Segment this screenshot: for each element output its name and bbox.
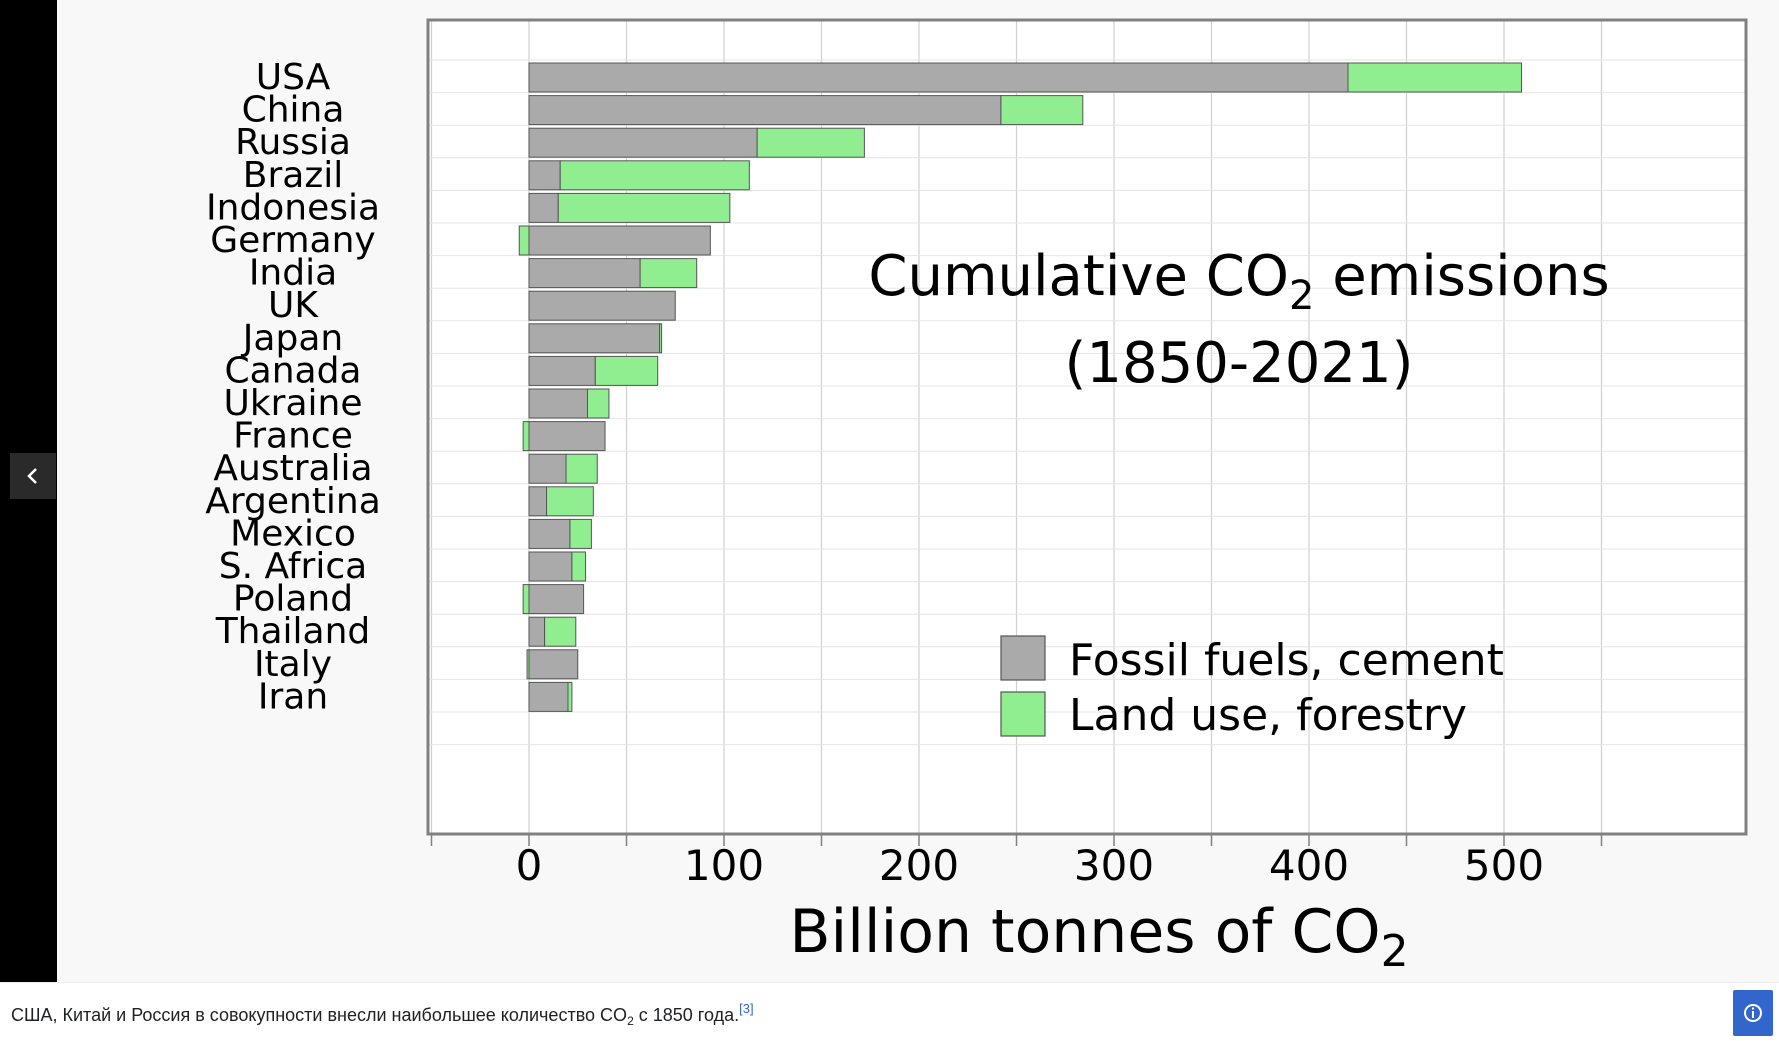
category-label: Canada: [225, 350, 362, 391]
bar-fossil-italy: [528, 649, 579, 680]
category-label: Argentina: [205, 481, 381, 522]
image-area: USA China Russia Brazil Indonesia Germany Indi…: [57, 0, 1779, 982]
bar-land-thailand: [544, 616, 577, 647]
bar-land-poland: [522, 584, 530, 615]
category-label: S. Africa: [219, 546, 367, 587]
category-label: Indonesia: [206, 187, 380, 228]
x-tick-label: 0: [516, 841, 543, 890]
chart-title-line1: Cumulative CO2 emissions: [868, 244, 1609, 319]
caption-subscript: 2: [627, 1014, 634, 1028]
bar-land-ukraine: [587, 388, 610, 419]
category-label: Mexico: [230, 513, 356, 554]
chart-title-main: Cumulative CO: [868, 244, 1289, 309]
bar-fossil-mexico: [528, 518, 571, 549]
bar-fossil-brazil: [528, 160, 561, 191]
category-label: India: [249, 253, 337, 294]
bar-land-russia: [756, 127, 865, 158]
bar-land-usa: [1347, 62, 1523, 93]
x-axis-label: Billion tonnes of CO2: [789, 897, 1408, 977]
bar-fossil-usa: [528, 62, 1349, 93]
bar-land-japan: [659, 323, 663, 354]
category-label: Japan: [241, 318, 343, 359]
image-caption: США, Китай и Россия в совокупности внесл…: [11, 1001, 754, 1028]
bar-fossil-germany: [528, 225, 711, 256]
bar-land-france: [522, 421, 530, 452]
x-axis-label-sub: 2: [1381, 926, 1409, 977]
chart: USAChinaRussiaBrazilIndonesiaGermanyIndi…: [205, 18, 1748, 977]
bar-fossil-thailand: [528, 616, 546, 647]
category-label: France: [233, 416, 353, 457]
x-tick-label: 400: [1269, 841, 1349, 890]
category-label: Germany: [210, 220, 375, 261]
x-tick-label: 200: [879, 841, 959, 890]
legend: Fossil fuels, cement Land use, forestry: [1000, 635, 1504, 741]
caption-bar: США, Китай и Россия в совокупности внесл…: [0, 982, 1779, 1041]
bar-land-mexico: [569, 518, 592, 549]
plot-frame: [426, 18, 1748, 836]
category-label: Italy: [254, 644, 332, 685]
category-label: Ukraine: [223, 383, 362, 424]
bar-land-germany: [518, 225, 530, 256]
bar-fossil-france: [528, 421, 606, 452]
caption-text: США, Китай и Россия в совокупности внесл…: [11, 1005, 628, 1025]
category-label: Russia: [235, 122, 351, 163]
category-label: USA: [256, 57, 331, 98]
legend-label-land: Land use, forestry: [1069, 690, 1467, 741]
category-label: Iran: [258, 676, 328, 717]
viewer-left-strip: [0, 0, 57, 982]
bar-land-iran: [567, 681, 573, 712]
legend-label-fossil: Fossil fuels, cement: [1069, 635, 1504, 686]
x-tick-label: 500: [1464, 841, 1544, 890]
bar-land-brazil: [559, 160, 750, 191]
chart-title-end: emissions: [1314, 244, 1609, 309]
bar-land-s-africa: [571, 551, 587, 582]
category-label: China: [242, 90, 345, 131]
bar-land-italy: [526, 649, 530, 680]
bar-fossil-uk: [528, 290, 676, 321]
chart-title-line2: (1850-2021): [1065, 331, 1414, 396]
bar-fossil-china: [528, 95, 1002, 126]
bar-land-canada: [594, 355, 659, 386]
x-axis-label-main: Billion tonnes of CO: [789, 897, 1380, 967]
category-label: Thailand: [215, 611, 371, 652]
bar-land-china: [1000, 95, 1084, 126]
x-tick-label: 300: [1074, 841, 1154, 890]
bar-fossil-india: [528, 258, 641, 289]
bar-fossil-poland: [528, 584, 585, 615]
bar-fossil-indonesia: [528, 192, 559, 223]
bar-fossil-s-africa: [528, 551, 573, 582]
category-label: Poland: [233, 579, 353, 620]
info-icon: [1744, 1004, 1762, 1022]
category-label: Brazil: [243, 155, 343, 196]
caption-text-end: с 1850 года.: [633, 1005, 740, 1025]
bar-fossil-canada: [528, 355, 596, 386]
bar-land-australia: [565, 453, 598, 484]
legend-swatch-land: [1000, 691, 1046, 737]
bar-land-argentina: [546, 486, 594, 517]
chevron-left-icon: [27, 468, 37, 484]
bar-fossil-argentina: [528, 486, 548, 517]
image-details-button[interactable]: [1733, 990, 1773, 1036]
bar-fossil-japan: [528, 323, 661, 354]
bar-land-india: [639, 258, 698, 289]
x-tick-label: 100: [684, 841, 764, 890]
bar-fossil-australia: [528, 453, 567, 484]
category-label: Australia: [213, 448, 372, 489]
legend-swatch-fossil: [1000, 635, 1046, 681]
previous-image-button[interactable]: [10, 453, 56, 499]
category-label: UK: [268, 285, 319, 326]
bar-fossil-russia: [528, 127, 758, 158]
caption-reference-link[interactable]: [3]: [739, 1001, 754, 1016]
bar-land-indonesia: [557, 192, 731, 223]
bar-fossil-iran: [528, 681, 569, 712]
chart-title-sub: 2: [1289, 273, 1314, 319]
bar-fossil-ukraine: [528, 388, 588, 419]
